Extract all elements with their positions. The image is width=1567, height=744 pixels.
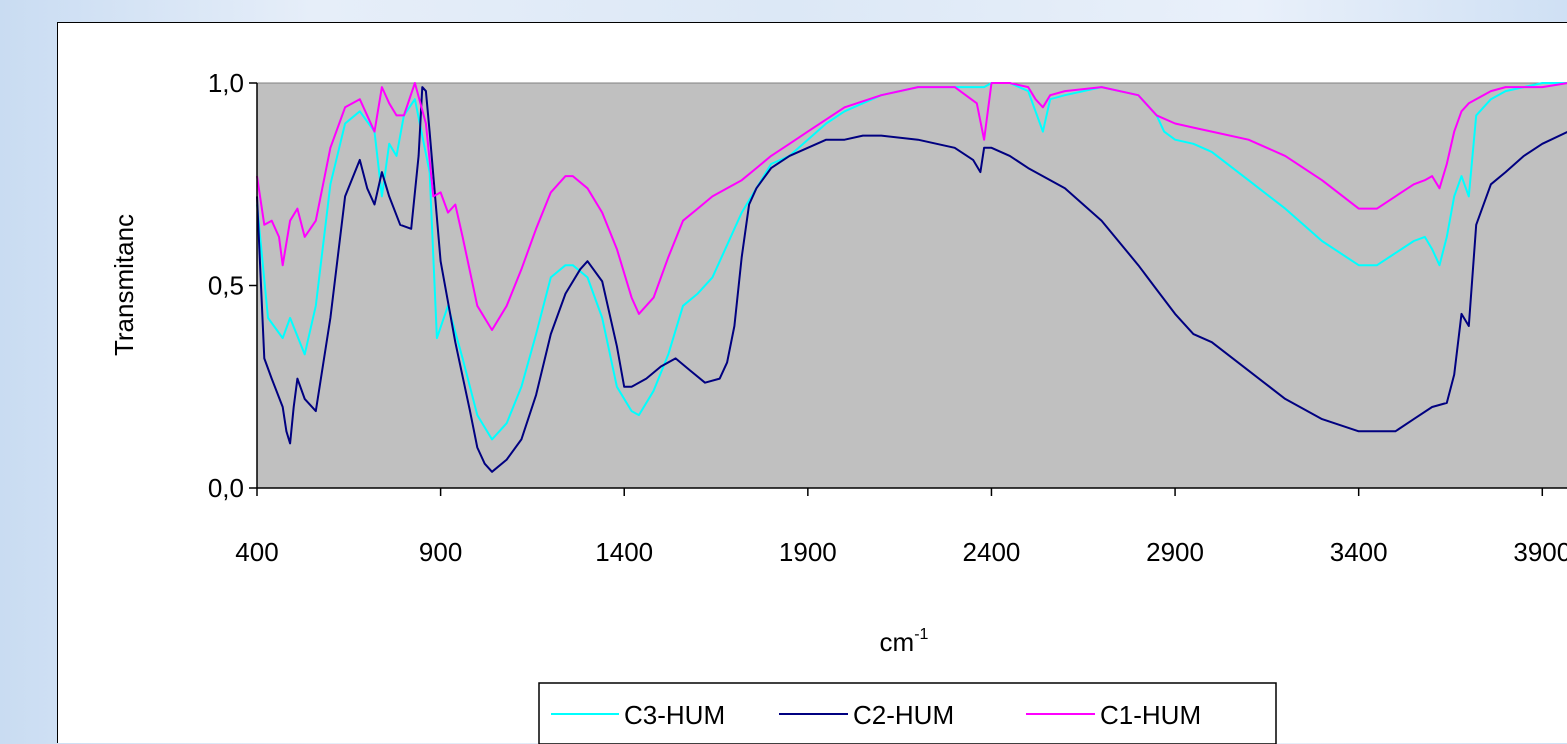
y-tick-label: 1,0 xyxy=(208,68,244,98)
legend-label: C2-HUM xyxy=(853,700,954,730)
series-line-c2-hum xyxy=(256,86,1567,473)
series-line-c1-hum xyxy=(256,82,1567,331)
legend: C3-HUM C2-HUM C1-HUM xyxy=(538,682,1277,744)
legend-item-c3-hum: C3-HUM xyxy=(551,700,725,730)
chart-svg: 400 900 1400 1900 2400 2900 3400 39000,00,51,0 … xyxy=(109,68,1567,744)
y-axis-title-text: Transmitanc xyxy=(109,214,139,356)
chart-frame: 400 900 1400 1900 2400 2900 3400 3900 0,0 0,5 1,0 … xyxy=(57,22,1567,744)
x-tick-label: 2900 xyxy=(1146,537,1204,567)
series-layer xyxy=(256,82,1567,473)
x-tick-label: 900 xyxy=(419,537,462,567)
legend-label: C3-HUM xyxy=(624,700,725,730)
y-tick-label: 0,5 xyxy=(208,271,244,301)
legend-box xyxy=(538,682,1277,744)
x-tick-label: 1900 xyxy=(779,537,837,567)
x-axis-title-superscript: -1 xyxy=(914,626,928,643)
y-axis-title: Transmitanc xyxy=(109,214,139,356)
legend-item-c2-hum: C2-HUM xyxy=(779,700,954,730)
x-axis-title: cm-1 xyxy=(880,626,929,657)
plot-area xyxy=(256,82,1567,489)
x-axis-title-text: cm xyxy=(880,627,915,657)
x-tick-label: 3400 xyxy=(1330,537,1388,567)
ticks-layer: 400 900 1400 1900 2400 2900 3400 3900 0,0 0,5 1,0 xyxy=(208,68,1567,567)
legend-items: C3-HUM C2-HUM C1-HUM xyxy=(551,700,1201,730)
x-tick-label: 400 xyxy=(235,537,278,567)
series-line-c3-hum xyxy=(256,82,1567,441)
legend-item-c1-hum: C1-HUM xyxy=(1026,700,1201,730)
x-tick-label: 2400 xyxy=(963,537,1021,567)
x-tick-label: 1400 xyxy=(595,537,653,567)
legend-label: C1-HUM xyxy=(1100,700,1201,730)
y-tick-label: 0,0 xyxy=(208,473,244,503)
x-tick-label: 3900 xyxy=(1513,537,1567,567)
